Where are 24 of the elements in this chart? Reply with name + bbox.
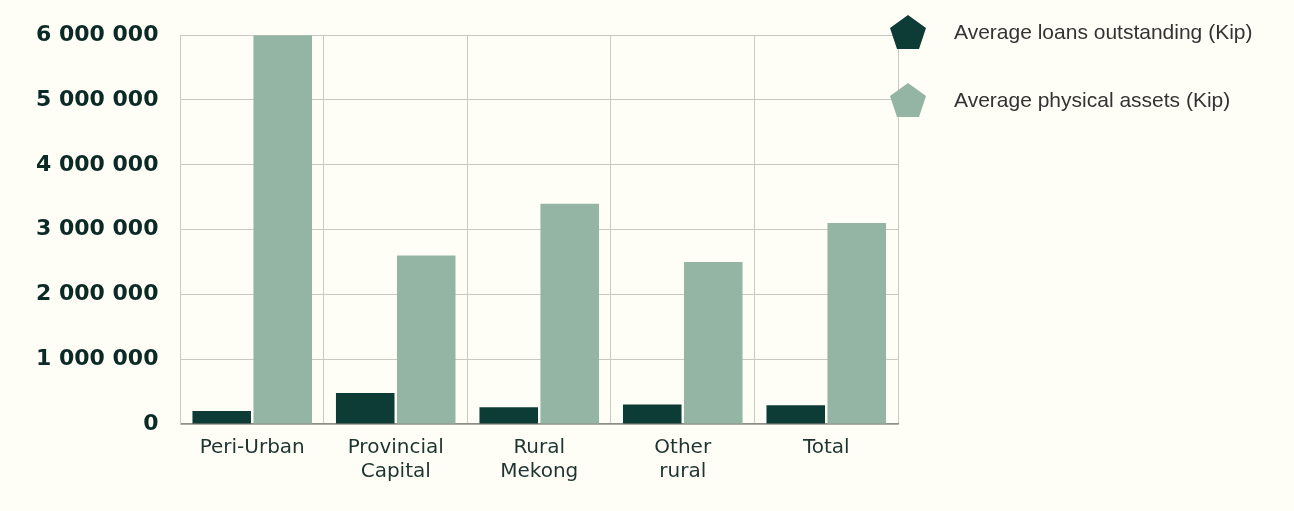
y-tick-label: 2 000 000 <box>35 280 159 306</box>
x-tick-label: Peri-Urban <box>199 434 305 459</box>
y-tick-label: 5 000 000 <box>35 85 159 111</box>
y-tick-label: 4 000 000 <box>35 150 159 176</box>
y-tick-label: 1 000 000 <box>35 344 159 370</box>
x-tick-label: Total <box>801 434 850 459</box>
legend-label: Average physical assets (Kip) <box>954 88 1231 113</box>
y-tick-label: 3 000 000 <box>35 215 159 241</box>
bar <box>827 223 887 424</box>
x-tick-label: Rural Mekong <box>500 434 579 483</box>
bar <box>479 407 539 424</box>
y-tick-label: 0 <box>143 409 159 435</box>
bar <box>192 411 252 424</box>
x-tick-label: Provincial Capital <box>347 434 444 483</box>
x-tick-label: Other rural <box>654 434 712 483</box>
bar <box>622 404 682 424</box>
bar <box>540 203 600 424</box>
bar <box>335 392 395 424</box>
bar <box>683 262 743 424</box>
bar <box>766 405 826 424</box>
y-tick-label: 6 000 000 <box>35 20 159 46</box>
legend-label: Average loans outstanding (Kip) <box>954 20 1253 45</box>
bar <box>253 35 312 424</box>
bar <box>396 255 456 424</box>
